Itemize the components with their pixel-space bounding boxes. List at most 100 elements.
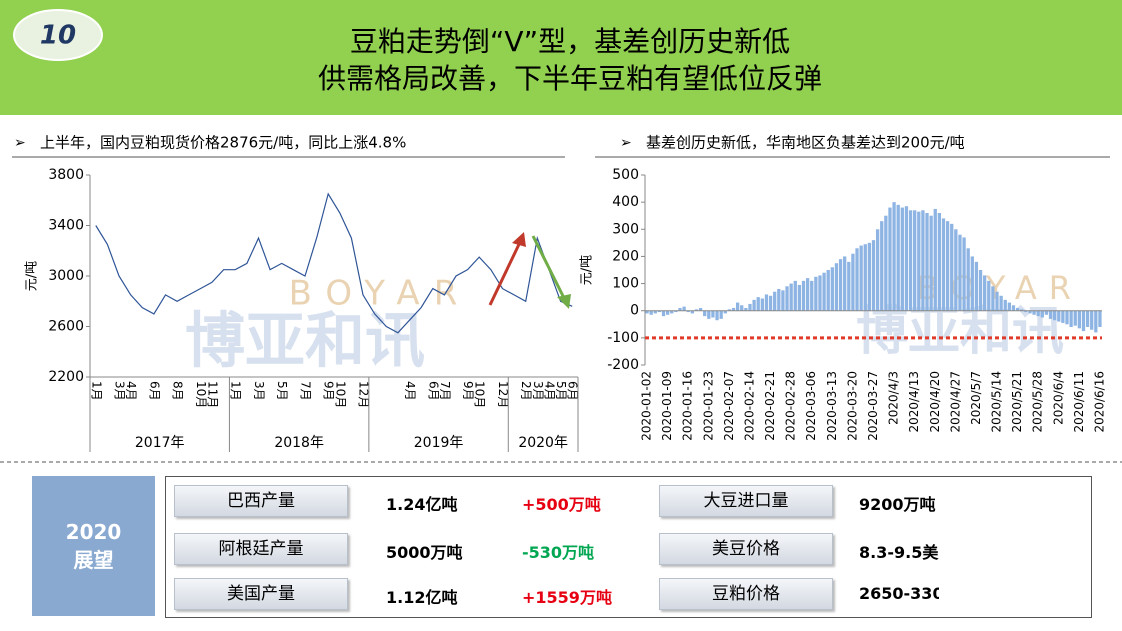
bar <box>727 309 732 311</box>
bar <box>974 261 979 311</box>
bar <box>756 297 760 311</box>
x-tick-label: 2020-03-20 <box>845 371 859 441</box>
bar <box>1069 310 1073 327</box>
bar <box>694 309 699 311</box>
chart-subtitle: 上半年，国内豆粕现货价格2876元/吨，同比上涨4.8% <box>40 134 406 152</box>
outlook-table: 巴西产量 1.24亿吨 +500万吨 阿根廷产量 5000万吨 -530万吨 美国产量 1.1… <box>165 476 1092 618</box>
y-tick-label: 300 <box>612 221 639 237</box>
bar <box>995 291 999 311</box>
outlook-year: 2020 <box>65 520 122 544</box>
bar <box>945 221 950 311</box>
x-tick-label: 6月 <box>566 381 580 401</box>
bar <box>1098 310 1102 327</box>
x-tick-label: 1月 <box>229 381 243 401</box>
bar <box>752 299 756 311</box>
bar <box>1077 310 1082 329</box>
x-tick-label: 12月 <box>496 381 510 408</box>
item-label: 豆粕价格 <box>659 578 833 610</box>
bar <box>773 291 777 311</box>
arrow <box>488 237 524 306</box>
item-label: 阿根廷产量 <box>174 533 348 565</box>
bar <box>1040 310 1044 318</box>
bar <box>950 223 954 311</box>
x-tick-label: 2020-02-28 <box>784 371 798 441</box>
bar <box>768 295 773 311</box>
bar <box>1032 310 1036 315</box>
x-tick-label: 2020-03-27 <box>866 371 880 441</box>
y-tick-label: 2200 <box>48 369 84 385</box>
y-tick-label: 3800 <box>48 167 84 183</box>
bar <box>871 240 876 311</box>
arrow-head <box>512 232 526 247</box>
bar <box>1003 299 1007 311</box>
title: 豆粕走势倒“V”型，基差创历史新低 <box>350 25 790 58</box>
x-tick-label: 2020/5/14 <box>990 371 1004 433</box>
bar <box>991 286 995 311</box>
item-value: 1.24亿吨 <box>386 495 458 514</box>
bar <box>1015 308 1020 311</box>
bar <box>921 210 925 311</box>
bar <box>970 256 974 311</box>
badge <box>13 9 103 61</box>
watermark: BOYAR <box>289 274 472 314</box>
bar <box>715 310 719 321</box>
bar <box>645 310 649 314</box>
item-value: 8.3-9.5美元/蒲 <box>859 543 939 562</box>
x-tick-label: 2020-03-06 <box>804 371 818 441</box>
bar <box>892 202 896 311</box>
bar <box>863 244 867 311</box>
x-tick-label: 9月 <box>461 381 475 401</box>
bar <box>896 204 900 311</box>
bar <box>958 234 962 311</box>
bar <box>838 259 843 311</box>
bar <box>764 294 769 311</box>
item-label: 美豆价格 <box>659 533 833 565</box>
bar <box>966 248 970 311</box>
y-tick-label: -100 <box>607 330 639 346</box>
bar <box>1020 309 1024 311</box>
item-label: 大豆进口量 <box>659 485 833 517</box>
bar <box>789 283 793 311</box>
bar <box>941 218 946 311</box>
x-tick-label: 3月 <box>252 381 266 401</box>
y-tick-label: 500 <box>612 167 639 183</box>
bar <box>674 310 678 313</box>
x-tick-label: 11月 <box>206 381 220 408</box>
bar <box>797 284 802 311</box>
bar <box>678 308 682 311</box>
x-tick-label: 2020/4/13 <box>907 371 921 433</box>
x-tick-label: 2020/4/27 <box>948 371 962 433</box>
x-tick-label: 6月 <box>426 381 440 401</box>
x-tick-label: 10月 <box>333 381 347 408</box>
bar <box>1044 310 1049 315</box>
price-line <box>95 192 573 334</box>
bar <box>1073 310 1077 326</box>
bar <box>748 303 752 311</box>
bar <box>847 261 851 311</box>
x-tick-label: 8月 <box>171 381 185 401</box>
x-tick-label: 10月 <box>194 381 208 408</box>
bar <box>888 207 892 311</box>
bar <box>690 310 694 314</box>
bar <box>983 275 987 311</box>
item-value: 2650-330 <box>859 584 939 603</box>
bar <box>859 245 863 311</box>
x-group-label: 2020年 <box>518 435 568 451</box>
bar <box>925 213 929 311</box>
bar <box>1057 310 1061 322</box>
bar <box>822 272 826 311</box>
arrow <box>531 235 568 303</box>
bar <box>818 275 822 311</box>
bar <box>665 310 670 315</box>
x-tick-label: 2020-03-13 <box>825 371 839 441</box>
x-tick-label: 7月 <box>438 381 452 401</box>
bar <box>867 242 872 311</box>
outlook-tag: 2020 展望 <box>32 476 155 616</box>
item-value: 1.12亿吨 <box>386 588 458 607</box>
bar <box>760 298 764 311</box>
x-tick-label: 3月 <box>531 381 545 401</box>
slide-graphics: 10 豆粕走势倒“V”型，基差创历史新低 供需格局改善，下半年豆粕有望低位反弹 … <box>0 0 1122 463</box>
bar <box>661 310 666 317</box>
bar <box>777 289 781 311</box>
